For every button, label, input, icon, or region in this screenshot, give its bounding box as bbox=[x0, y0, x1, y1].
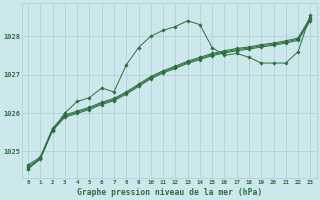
X-axis label: Graphe pression niveau de la mer (hPa): Graphe pression niveau de la mer (hPa) bbox=[76, 188, 262, 197]
